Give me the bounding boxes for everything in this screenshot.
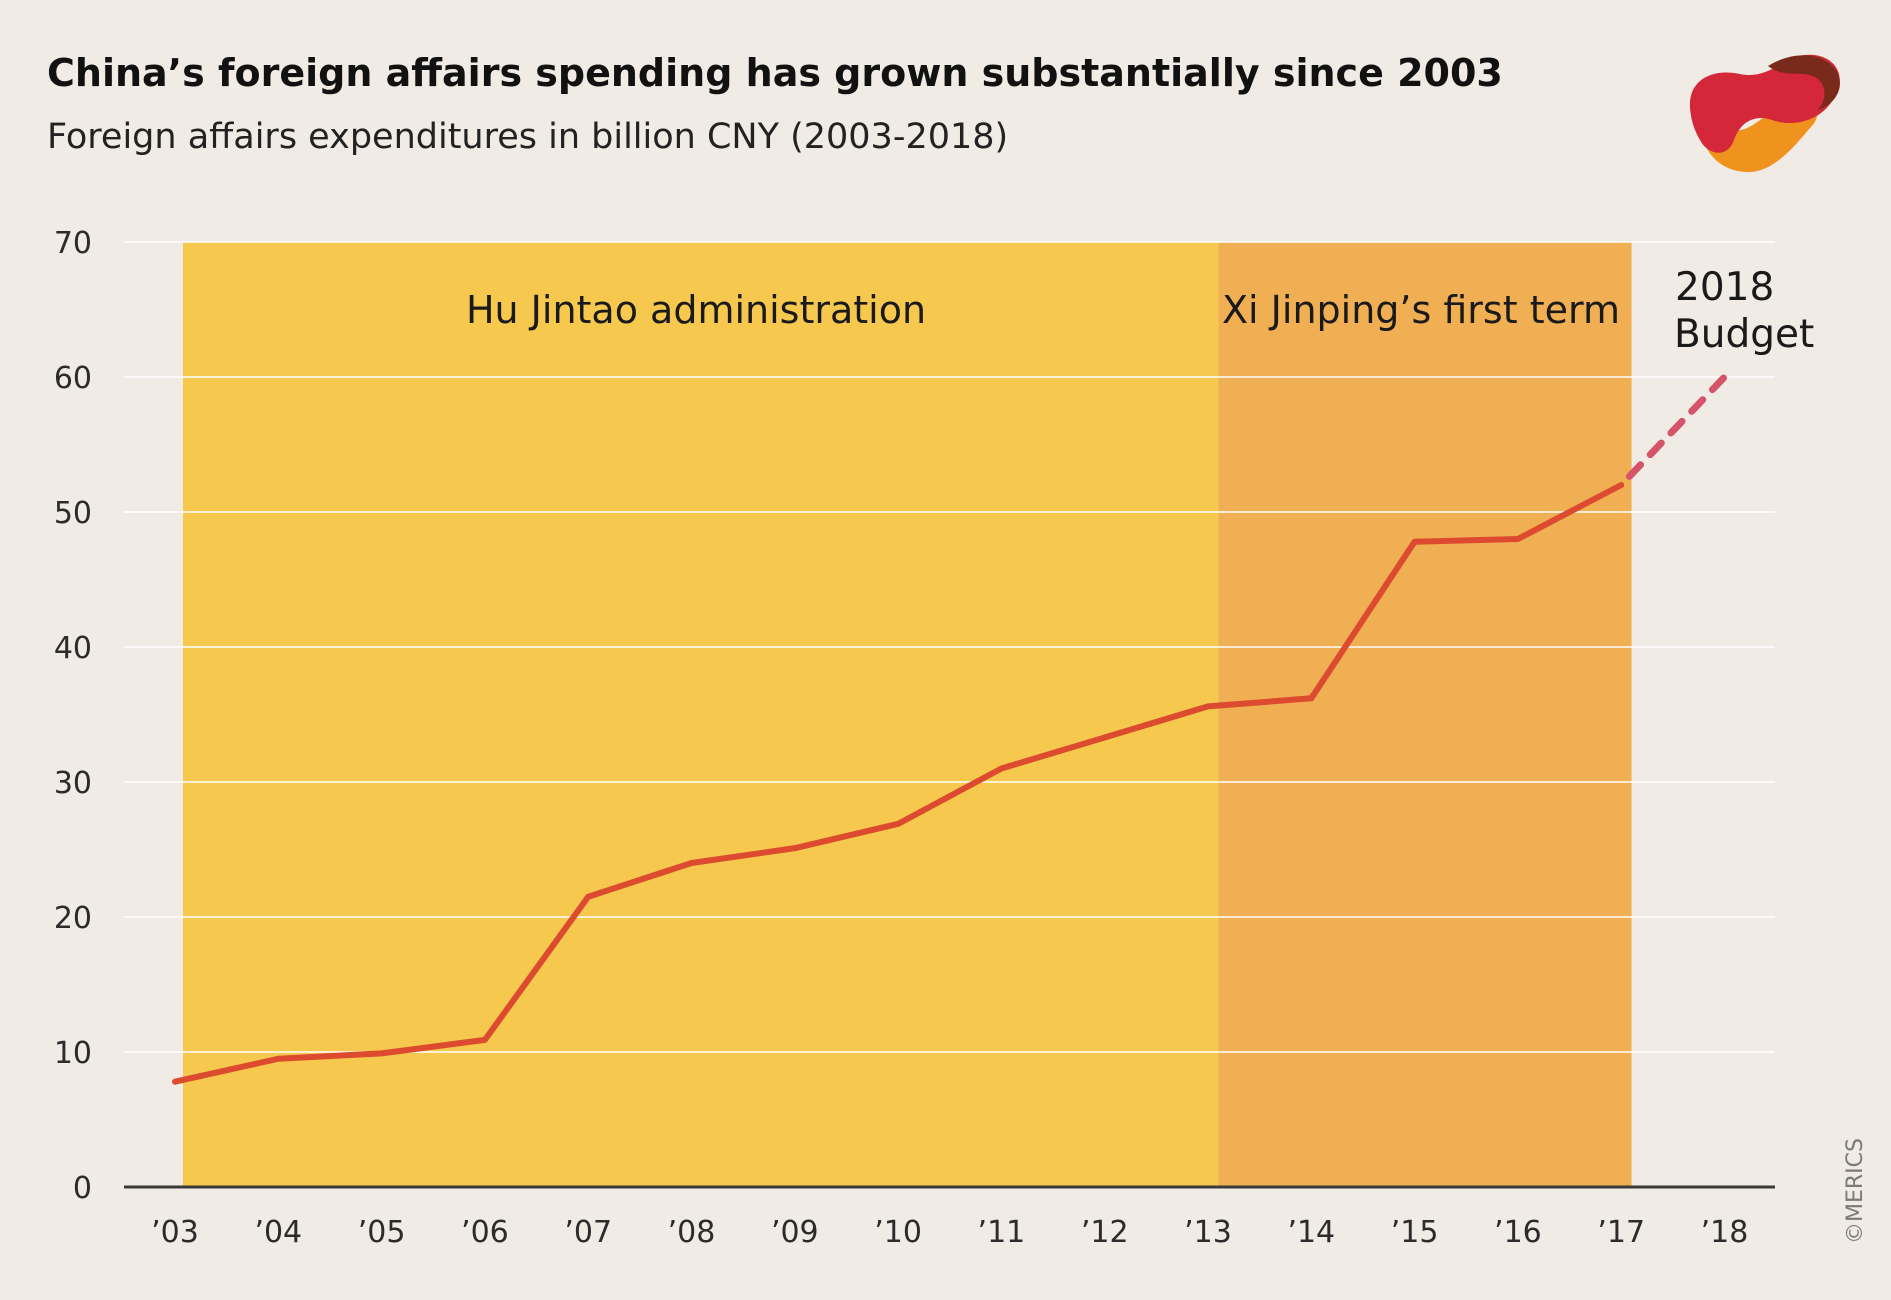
x-tick-label: ’15 xyxy=(1391,1215,1439,1250)
y-tick-label: 70 xyxy=(54,226,92,261)
period-band-0 xyxy=(183,242,1219,1187)
y-tick-label: 20 xyxy=(54,901,92,936)
y-tick-label: 60 xyxy=(54,361,92,396)
chart-title: China’s foreign affairs spending has gro… xyxy=(47,51,1503,95)
y-tick-label: 50 xyxy=(54,496,92,531)
budget-projection-line xyxy=(1625,373,1728,480)
x-tick-label: ’11 xyxy=(978,1215,1026,1250)
y-tick-label: 0 xyxy=(73,1171,92,1206)
logo-dark-shape xyxy=(1768,55,1840,110)
x-tick-label: ’14 xyxy=(1287,1215,1335,1250)
y-tick-label: 10 xyxy=(54,1036,92,1071)
x-tick-label: ’06 xyxy=(461,1215,509,1250)
y-tick-label: 40 xyxy=(54,631,92,666)
logo-red-shape xyxy=(1689,54,1840,153)
period-label-1: Xi Jinping’s first term xyxy=(1222,288,1620,332)
x-tick-label: ’10 xyxy=(874,1215,922,1250)
x-tick-label: ’08 xyxy=(668,1215,716,1250)
period-label-0: Hu Jintao administration xyxy=(466,288,926,332)
x-tick-label: ’17 xyxy=(1597,1215,1645,1250)
budget-annotation-line-2: Budget xyxy=(1674,312,1814,357)
merics-logo xyxy=(1689,54,1840,173)
x-tick-label: ’03 xyxy=(151,1215,199,1250)
copyright-credit: ©MERICS xyxy=(1843,1138,1868,1244)
x-tick-label: ’12 xyxy=(1081,1215,1129,1250)
chart-subtitle: Foreign affairs expenditures in billion … xyxy=(47,117,1008,157)
x-tick-label: ’07 xyxy=(564,1215,612,1250)
y-tick-label: 30 xyxy=(54,766,92,801)
x-tick-label: ’18 xyxy=(1701,1215,1749,1250)
budget-annotation-line-1: 2018 xyxy=(1675,265,1774,310)
x-tick-label: ’16 xyxy=(1494,1215,1542,1250)
period-band-1 xyxy=(1218,242,1632,1187)
x-tick-label: ’09 xyxy=(771,1215,819,1250)
x-tick-label: ’04 xyxy=(254,1215,302,1250)
x-tick-label: ’05 xyxy=(358,1215,406,1250)
x-tick-label: ’13 xyxy=(1184,1215,1232,1250)
